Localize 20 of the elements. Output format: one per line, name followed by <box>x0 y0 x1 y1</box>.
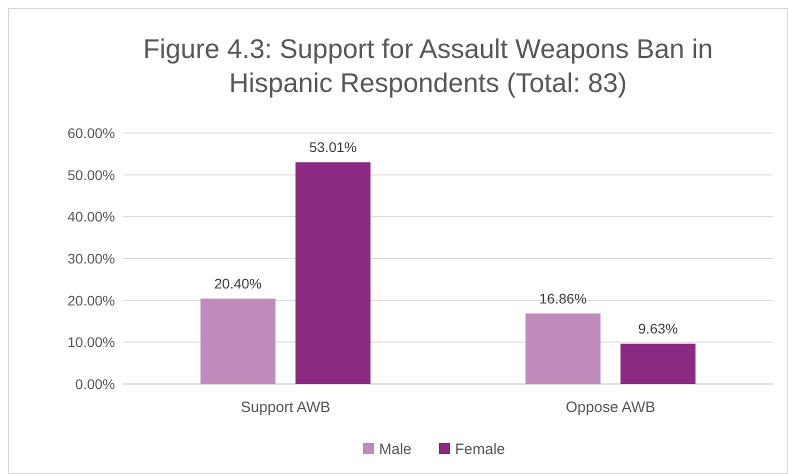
bar <box>526 313 600 384</box>
data-label: 16.86% <box>539 290 587 306</box>
y-tick-label: 0.00% <box>75 376 115 392</box>
y-tick-label: 30.00% <box>68 250 115 266</box>
x-tick-label: Oppose AWB <box>566 399 656 416</box>
y-tick-label: 50.00% <box>68 166 115 183</box>
y-tick-label: 10.00% <box>68 334 115 350</box>
chart-title: Figure 4.3: Support for Assault Weapons Ban in Hispanic Respondents (Total: 83) <box>143 34 713 98</box>
legend-label: Female <box>455 441 506 458</box>
data-label: 53.01% <box>309 139 357 156</box>
bar <box>200 298 276 384</box>
legend-label: Male <box>379 441 412 458</box>
data-label: 20.40% <box>214 276 262 292</box>
bar <box>620 344 696 384</box>
y-tick-label: 40.00% <box>68 208 115 225</box>
y-tick-label: 20.00% <box>68 292 115 308</box>
y-tick-label: 60.00% <box>68 125 115 141</box>
x-tick-label: Support AWB <box>240 399 330 416</box>
bar <box>296 162 370 384</box>
data-label: 9.63% <box>638 320 678 337</box>
